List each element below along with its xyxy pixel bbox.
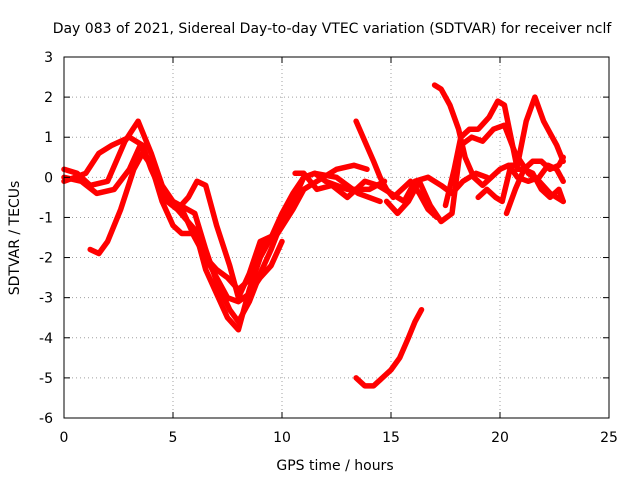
ticks	[63, 56, 610, 419]
y-tick-label: 0	[44, 170, 53, 186]
x-tick-label: 20	[491, 430, 509, 446]
x-tick-label: 25	[600, 430, 618, 446]
series-line-sat-j	[431, 82, 566, 189]
series-line-sat-h	[353, 306, 425, 389]
y-tick-label: 2	[44, 90, 53, 106]
series-line-sat-l	[475, 94, 566, 205]
y-tick-label: 3	[44, 50, 53, 66]
x-tick-label: 10	[273, 430, 291, 446]
series-line-sat-k	[442, 98, 566, 209]
x-tick-label: 5	[169, 430, 178, 446]
series-line-sat-m	[503, 154, 566, 217]
y-tick-label: -3	[39, 291, 53, 307]
tick-labels: 0 5 10 15 20 25 -6 -5 -4 -3 -2 -1 0 1 2 3	[39, 50, 618, 446]
y-tick-label: 1	[44, 130, 53, 146]
y-tick-label: -2	[39, 251, 53, 267]
chart-title: Day 083 of 2021, Sidereal Day-to-day VTE…	[53, 21, 613, 37]
y-tick-label: -5	[39, 371, 53, 387]
y-axis-label: SDTVAR / TECUs	[7, 181, 23, 296]
x-axis-label: GPS time / hours	[276, 458, 393, 474]
y-tick-label: -4	[39, 331, 53, 347]
y-tick-label: -1	[39, 210, 53, 226]
series-group	[61, 82, 566, 389]
x-tick-label: 15	[382, 430, 400, 446]
y-tick-label: -6	[39, 411, 53, 427]
series-line-sat-e	[174, 162, 370, 301]
series-line-sat-g	[353, 118, 440, 221]
x-tick-label: 0	[60, 430, 69, 446]
plot-frame	[63, 56, 610, 419]
